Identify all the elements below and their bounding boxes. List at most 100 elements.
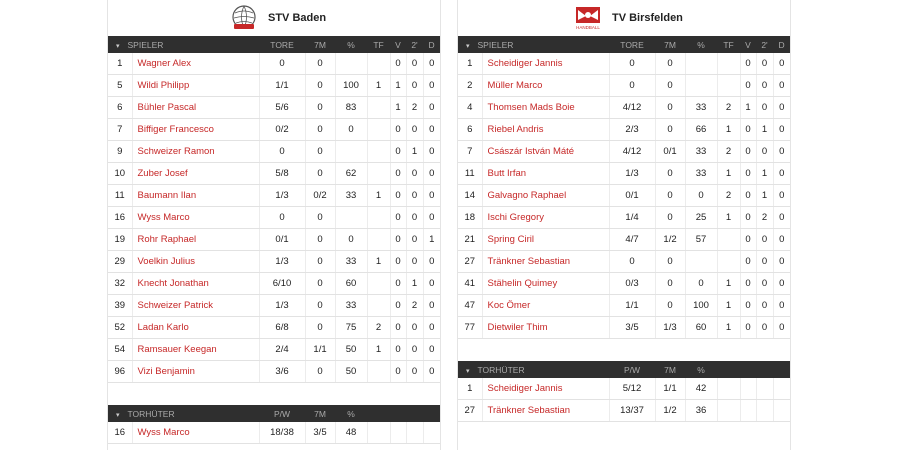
percent-cell: 100: [685, 294, 718, 317]
player-name-link[interactable]: Voelkin Julius: [132, 250, 260, 273]
column-header-7m[interactable]: 7M: [655, 36, 686, 53]
player-name-link[interactable]: Galvagno Raphael: [482, 184, 610, 207]
column-header-v[interactable]: V: [390, 36, 407, 53]
table-row: 2 Müller Marco 0 0 0 0 0: [458, 74, 791, 97]
keeper-name-link[interactable]: Wyss Marco: [132, 422, 260, 444]
player-name-link[interactable]: Stähelin Quimey: [482, 272, 610, 295]
percent-cell: 50: [335, 360, 368, 383]
two-minute-cell: 1: [406, 140, 424, 163]
sort-arrow-icon[interactable]: ▾: [466, 367, 470, 375]
player-name-link[interactable]: Zuber Josef: [132, 162, 260, 185]
column-header-tore[interactable]: TORE: [609, 36, 656, 53]
column-header-percent[interactable]: %: [335, 36, 368, 53]
column-header-tore[interactable]: TORE: [259, 36, 306, 53]
player-name-link[interactable]: Müller Marco: [482, 74, 610, 97]
two-minute-cell: 2: [406, 294, 424, 317]
goals-cell: 0: [609, 53, 656, 75]
column-header-v[interactable]: V: [740, 36, 757, 53]
column-header-tf[interactable]: TF: [367, 36, 391, 53]
player-name-link[interactable]: Dietwiler Thim: [482, 316, 610, 339]
sort-arrow-icon[interactable]: ▾: [466, 42, 470, 50]
sort-arrow-icon[interactable]: ▾: [116, 42, 120, 50]
player-name-link[interactable]: Bühler Pascal: [132, 96, 260, 119]
column-header-spieler[interactable]: ▾ SPIELER: [458, 36, 610, 53]
percent-cell: 33: [335, 250, 368, 273]
column-header-d[interactable]: D: [423, 36, 441, 53]
saves-cell: 5/12: [609, 378, 656, 400]
column-header-percent[interactable]: %: [685, 361, 717, 378]
disqualification-cell: 0: [773, 250, 791, 273]
sort-arrow-icon[interactable]: ▾: [116, 411, 120, 419]
player-name-link[interactable]: Ramsauer Keegan: [132, 338, 260, 361]
two-minute-cell: 0: [406, 184, 424, 207]
tf-cell: 1: [717, 272, 741, 295]
tf-cell: 2: [717, 96, 741, 119]
player-name-link[interactable]: Biffiger Francesco: [132, 118, 260, 141]
player-name-link[interactable]: Ischi Gregory: [482, 206, 610, 229]
player-name-link[interactable]: Schweizer Ramon: [132, 140, 260, 163]
seven-meter-cell: 0: [655, 96, 686, 119]
disqualification-cell: 0: [773, 162, 791, 185]
table-row: 18 Ischi Gregory 1/4 0 25 1 0 2 0: [458, 206, 791, 229]
disqualification-cell: 0: [773, 272, 791, 295]
tf-cell: [717, 53, 741, 75]
table-row: 7 Biffiger Francesco 0/2 0 0 0 0 0: [108, 118, 441, 141]
column-header-2min[interactable]: 2': [756, 36, 774, 53]
keeper-name-link[interactable]: Scheidiger Jannis: [482, 378, 610, 400]
player-name-link[interactable]: Knecht Jonathan: [132, 272, 260, 295]
percent-cell: 57: [685, 228, 718, 251]
column-header-percent[interactable]: %: [335, 405, 367, 422]
player-name-link[interactable]: Riebel Andris: [482, 118, 610, 141]
player-name-link[interactable]: Thomsen Mads Boie: [482, 96, 610, 119]
disqualification-cell: 0: [423, 53, 441, 75]
seven-meter-cell: 0: [655, 53, 686, 75]
table-row: 41 Stähelin Quimey 0/3 0 0 1 0 0 0: [458, 272, 791, 295]
player-name-link[interactable]: Wildi Philipp: [132, 74, 260, 97]
player-name-link[interactable]: Wyss Marco: [132, 206, 260, 229]
player-number: 11: [108, 184, 133, 207]
player-stats-table: ▾ SPIELER TORE 7M % TF V 2' D 1 Wagner Ale…: [108, 36, 441, 383]
column-header-percent[interactable]: %: [685, 36, 718, 53]
player-name-link[interactable]: Scheidiger Jannis: [482, 53, 610, 75]
player-name-link[interactable]: Schweizer Patrick: [132, 294, 260, 317]
player-name-link[interactable]: Butt Irfan: [482, 162, 610, 185]
table-row: 27 Tränkner Sebastian 0 0 0 0 0: [458, 250, 791, 273]
keeper-name-link[interactable]: Tränkner Sebastian: [482, 399, 610, 422]
player-name-link[interactable]: Baumann Ilan: [132, 184, 260, 207]
tf-cell: [367, 294, 391, 317]
warnings-cell: 0: [390, 206, 407, 229]
warnings-cell: 0: [390, 294, 407, 317]
player-name-link[interactable]: Császár István Máté: [482, 140, 610, 163]
two-minute-cell: 2: [756, 206, 774, 229]
column-header-d[interactable]: D: [773, 36, 791, 53]
player-name-link[interactable]: Ladan Karlo: [132, 316, 260, 339]
tf-cell: 1: [717, 162, 741, 185]
player-name-link[interactable]: Vizi Benjamin: [132, 360, 260, 383]
seven-meter-cell: 3/5: [305, 422, 336, 444]
tf-cell: [367, 206, 391, 229]
player-name-link[interactable]: Wagner Alex: [132, 53, 260, 75]
empty-cell: [773, 399, 790, 422]
column-header-tf[interactable]: TF: [717, 36, 741, 53]
keeper-number: 16: [108, 422, 133, 444]
column-header-7m[interactable]: 7M: [655, 361, 685, 378]
column-header-pw[interactable]: P/W: [259, 405, 305, 422]
goals-cell: 1/3: [609, 162, 656, 185]
player-number: 39: [108, 294, 133, 317]
player-name-link[interactable]: Koc Ömer: [482, 294, 610, 317]
column-header-torhueter[interactable]: ▾ TORHÜTER: [458, 361, 609, 378]
table-row: 27 Tränkner Sebastian 13/37 1/2 36: [458, 399, 790, 422]
column-header-torhueter[interactable]: ▾ TORHÜTER: [108, 405, 259, 422]
player-name-link[interactable]: Rohr Raphael: [132, 228, 260, 251]
column-header-7m[interactable]: 7M: [305, 36, 336, 53]
column-header-2min[interactable]: 2': [406, 36, 424, 53]
player-name-link[interactable]: Spring Ciril: [482, 228, 610, 251]
column-header-7m[interactable]: 7M: [305, 405, 335, 422]
player-stats-table: ▾ SPIELER TORE 7M % TF V 2' D 1 Scheidiger…: [458, 36, 791, 339]
player-name-link[interactable]: Tränkner Sebastian: [482, 250, 610, 273]
percent-cell: 83: [335, 96, 368, 119]
goals-cell: 6/8: [259, 316, 306, 339]
column-header-pw[interactable]: P/W: [609, 361, 655, 378]
column-header-spieler[interactable]: ▾ SPIELER: [108, 36, 260, 53]
tf-cell: [367, 140, 391, 163]
